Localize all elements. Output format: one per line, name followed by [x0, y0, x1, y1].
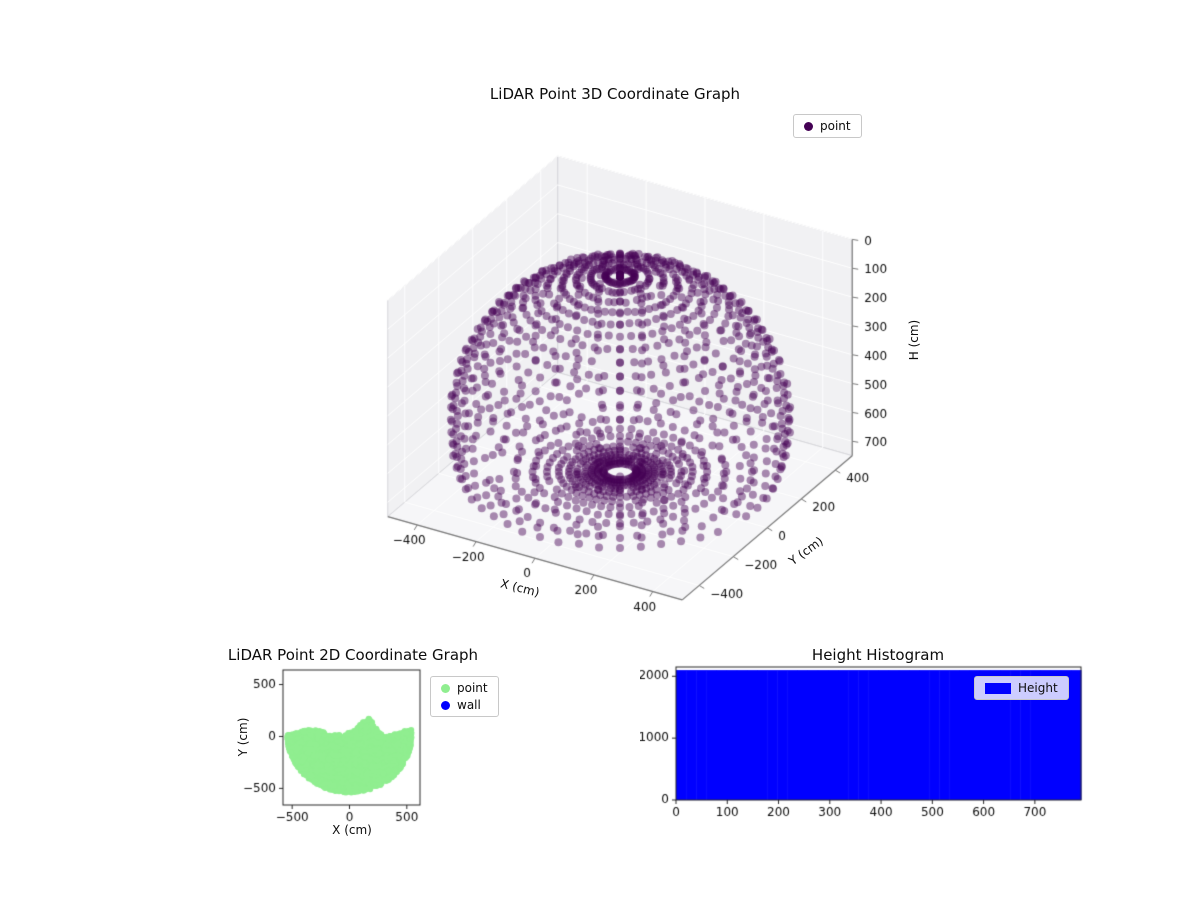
legend-entry-wall: wall — [441, 698, 488, 712]
height-patch-icon — [985, 682, 1011, 694]
legend-entry-point: point — [441, 681, 488, 695]
point-marker-icon — [804, 121, 813, 131]
wall-marker-icon — [441, 700, 450, 710]
legend-label: wall — [457, 698, 481, 712]
chart-2d-title: LiDAR Point 2D Coordinate Graph — [227, 646, 479, 664]
chart-3d-title: LiDAR Point 3D Coordinate Graph — [489, 85, 741, 103]
legend-label: point — [820, 119, 851, 133]
histogram-legend: Height — [974, 676, 1069, 700]
chart-2d-ylabel: Y (cm) — [236, 717, 250, 757]
chart-2d-legend: point wall — [430, 676, 499, 717]
lidar-3d-canvas — [300, 110, 960, 650]
chart-3d-zlabel: H (cm) — [907, 319, 921, 361]
chart-3d-legend: point — [793, 114, 862, 138]
legend-entry-height: Height — [985, 681, 1058, 695]
lidar-2d-canvas — [225, 660, 455, 860]
legend-label: Height — [1018, 681, 1058, 695]
legend-label: point — [457, 681, 488, 695]
legend-entry-point: point — [804, 119, 851, 133]
chart-2d-xlabel: X (cm) — [332, 823, 372, 837]
point-marker-icon — [441, 683, 450, 693]
